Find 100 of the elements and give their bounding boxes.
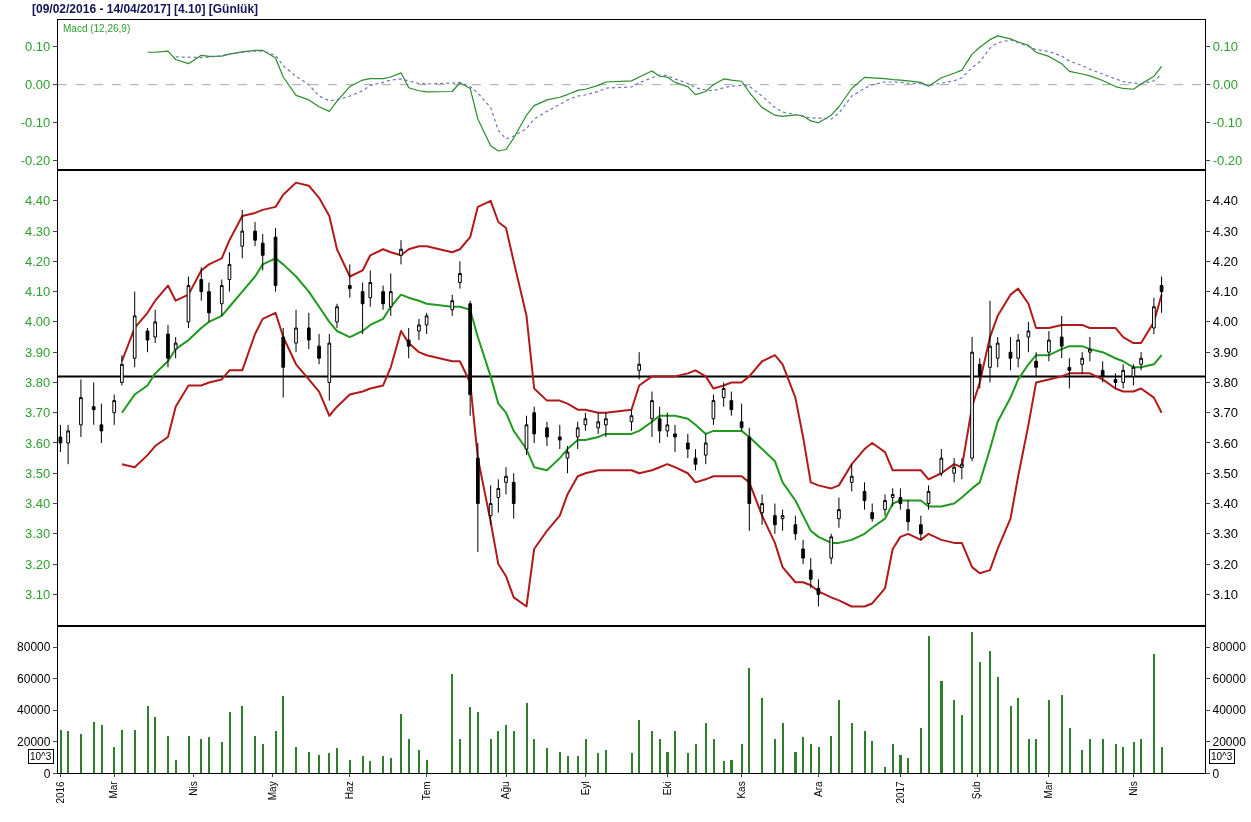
candlestick — [657, 406, 662, 444]
y-tick-label: 4.30 — [24, 223, 51, 239]
candlestick — [829, 533, 834, 565]
candlestick — [1139, 351, 1143, 371]
bar — [66, 730, 69, 774]
candlestick — [79, 378, 83, 438]
candlestick — [816, 578, 821, 607]
line-series — [146, 35, 1163, 152]
bar — [100, 724, 103, 774]
bar — [837, 699, 840, 774]
bar — [1114, 743, 1117, 774]
bar — [120, 729, 123, 774]
candlestick — [575, 421, 580, 450]
bar — [630, 752, 633, 774]
candlestick — [565, 445, 570, 474]
candlestick — [99, 403, 104, 444]
candlestick — [596, 412, 601, 435]
y-tick-label: 0 — [43, 766, 51, 781]
bar — [970, 631, 973, 774]
y-tick-label: 40000 — [17, 703, 51, 718]
candlestick — [424, 312, 429, 335]
bar — [906, 757, 909, 774]
y-tick-label: 3.50 — [24, 465, 51, 481]
candlestick — [673, 424, 677, 453]
bar — [381, 755, 384, 774]
y-tick-label: 4.00 — [24, 314, 51, 330]
candlestick — [186, 276, 191, 329]
bar — [760, 697, 763, 774]
y2-tick-label: -0.10 — [1212, 115, 1243, 131]
bar — [870, 740, 873, 774]
bar — [1080, 749, 1083, 774]
bar — [153, 716, 156, 774]
bar — [850, 722, 853, 774]
bar — [801, 736, 804, 774]
candlestick — [793, 515, 798, 541]
candlestick — [693, 448, 698, 471]
y-tick-label: 3.70 — [24, 405, 51, 421]
candlestick — [808, 557, 813, 589]
y-tick-label: 0.00 — [24, 77, 51, 93]
y-tick-label: 3.30 — [24, 526, 51, 542]
bar — [694, 743, 697, 774]
candlestick — [488, 484, 493, 526]
y2-tick-label: 3.20 — [1212, 556, 1239, 572]
candlestick — [583, 412, 588, 432]
bar — [407, 738, 410, 774]
bar — [450, 673, 453, 774]
x-tick-label: 2016 — [54, 780, 66, 804]
y2-tick-label: 80000 — [1212, 640, 1247, 655]
bar — [558, 751, 561, 774]
x-tick-label: Ağu — [500, 781, 512, 800]
text: 10^3 — [30, 751, 52, 762]
line-series — [175, 39, 1163, 140]
candlestick — [1088, 336, 1092, 362]
candlestick — [66, 424, 70, 465]
y-tick-label: 3.10 — [24, 586, 51, 602]
bar — [829, 735, 832, 774]
candlestick — [496, 478, 501, 514]
x-tick-label: Nis — [1127, 781, 1139, 796]
bar — [1139, 738, 1142, 774]
candlestick — [952, 457, 956, 483]
bar — [228, 711, 231, 774]
y2-tick-label: 4.30 — [1212, 223, 1239, 239]
bar — [146, 705, 149, 774]
candlestick — [870, 503, 875, 523]
bar — [898, 754, 902, 774]
candlestick — [504, 466, 508, 495]
candlestick — [1026, 321, 1031, 353]
bar — [584, 738, 587, 774]
y2-tick-label: 4.40 — [1212, 193, 1239, 209]
bar — [673, 730, 676, 774]
y2-tick-label: 0 — [1212, 766, 1220, 781]
y2-tick-label: 3.70 — [1212, 405, 1239, 421]
line-series — [120, 311, 1163, 608]
candlestick — [260, 233, 265, 271]
bar — [274, 730, 277, 774]
candlestick — [450, 294, 455, 317]
bar — [174, 759, 177, 774]
x-tick-label: Haz — [344, 781, 356, 800]
bar — [576, 755, 579, 774]
candlestick — [360, 282, 365, 335]
x-tick-label: Eyl — [579, 781, 591, 796]
chart-title: [09/02/2016 - 14/04/2017] [4.10] [Günlük] — [32, 2, 259, 16]
candlestick — [406, 327, 411, 359]
candlestick — [388, 272, 393, 317]
x-tick-label: Mar — [108, 780, 120, 799]
candlestick — [368, 269, 373, 308]
bar — [863, 730, 866, 774]
candlestick — [919, 515, 923, 541]
candlestick — [511, 472, 516, 520]
candlestick — [906, 500, 910, 532]
candlestick — [939, 448, 944, 477]
candlestick — [458, 260, 462, 290]
candlestick — [399, 239, 403, 265]
bar — [496, 730, 499, 774]
candlestick — [721, 381, 726, 408]
x-tick-label: Şub — [971, 780, 983, 800]
bar — [327, 752, 330, 774]
candlestick — [747, 427, 752, 532]
y-tick-label: 80000 — [17, 640, 51, 655]
candlestick — [166, 324, 170, 368]
